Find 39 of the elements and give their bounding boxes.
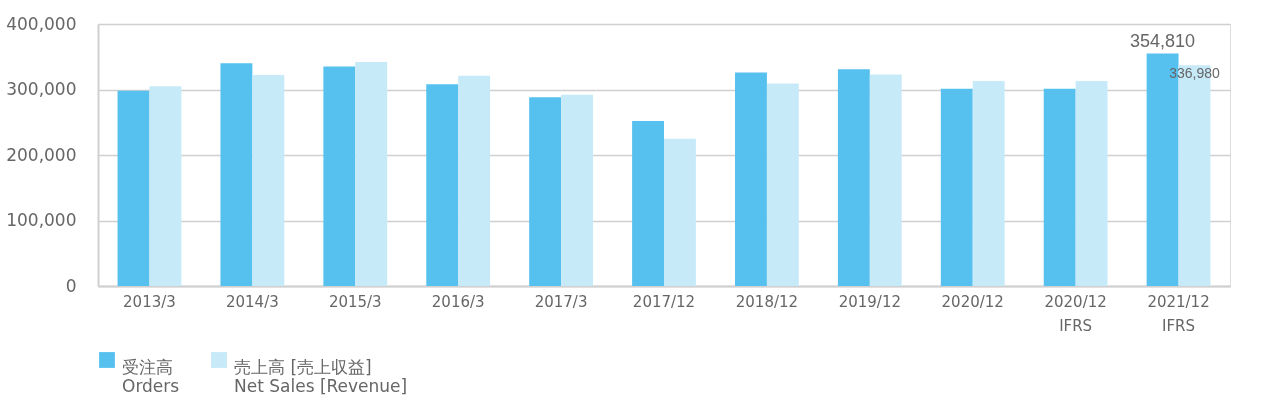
bar	[323, 66, 356, 286]
x-tick-label: 2017/12	[632, 292, 696, 311]
bar	[561, 94, 593, 286]
bar	[664, 138, 696, 286]
bar	[149, 86, 182, 286]
bar	[355, 61, 388, 286]
bar	[252, 75, 285, 286]
x-tick-label: 2021/12 IFRS	[1147, 292, 1210, 335]
bar	[426, 84, 459, 286]
y-tick-label: 300,000	[6, 79, 77, 99]
y-tick-label: 400,000	[6, 13, 77, 34]
bar	[1075, 80, 1108, 286]
x-tick-label: 2018/12	[735, 292, 799, 311]
x-tick-label: 2017/3	[534, 292, 588, 311]
y-tick-label: 100,000	[6, 210, 77, 230]
data-label: 354,810	[1130, 30, 1196, 51]
x-tick-label: 2014/3	[225, 292, 279, 311]
y-tick-label: 0	[65, 275, 77, 296]
bar	[837, 69, 870, 286]
bar	[458, 75, 491, 286]
bar	[1043, 88, 1076, 286]
bar	[972, 80, 1005, 286]
y-tick-label: 200,000	[6, 144, 77, 165]
bar	[940, 88, 973, 286]
bar	[632, 120, 664, 286]
x-tick-label: 2020/12 IFRS	[1044, 292, 1107, 335]
x-tick-label: 2016/3	[431, 292, 485, 311]
x-tick-label: 2020/12	[941, 292, 1004, 311]
legend-label: 売上高 [売上収益] Net Sales [Revenue]	[234, 357, 408, 396]
x-tick-label: 2015/3	[328, 292, 382, 311]
x-tick-label: 2019/12	[838, 292, 901, 311]
legend-label: 受注高 Orders	[122, 357, 180, 396]
bar	[869, 74, 902, 286]
bar	[529, 97, 562, 286]
bar	[117, 90, 150, 286]
x-tick-label: 2013/3	[123, 292, 176, 311]
bar	[766, 83, 799, 286]
bar	[220, 63, 253, 286]
bar	[735, 72, 767, 286]
